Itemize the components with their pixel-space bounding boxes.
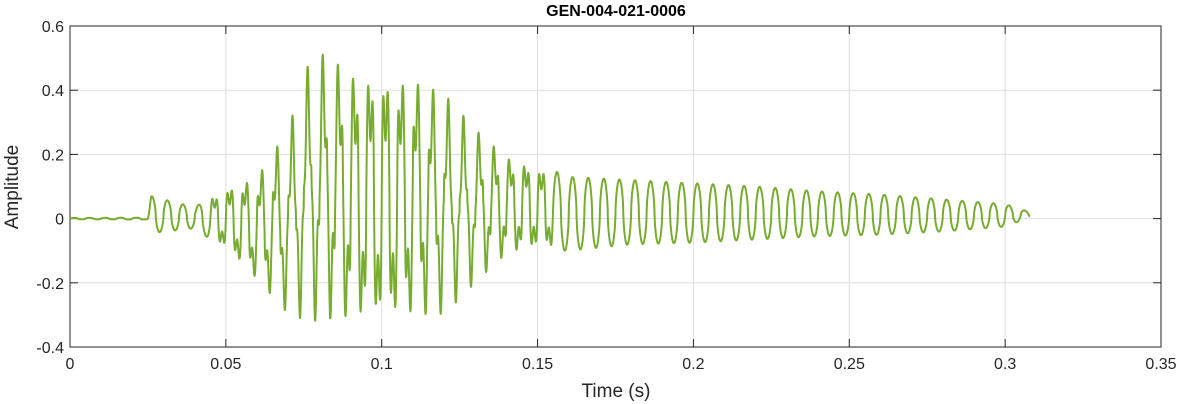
- y-tick-label: -0.4: [36, 340, 64, 357]
- x-tick-label: 0.3: [994, 356, 1016, 373]
- x-tick-label: 0.2: [682, 356, 704, 373]
- x-tick-label: 0.05: [210, 356, 241, 373]
- y-tick-label: 0.2: [42, 147, 64, 164]
- waveform-series-line: [69, 53, 1031, 322]
- y-axis-label: Amplitude: [2, 145, 23, 230]
- grid-lines: [69, 25, 1162, 348]
- x-tick-label: 0: [66, 356, 75, 373]
- y-tick-label: 0.6: [42, 19, 64, 36]
- x-axis-label: Time (s): [582, 381, 651, 402]
- x-tick-label: 0.25: [834, 356, 865, 373]
- x-tick-label: 0.1: [371, 356, 393, 373]
- axes-frame: [69, 25, 1162, 348]
- x-tick-label: 0.15: [522, 356, 553, 373]
- y-tick-label: 0.4: [42, 83, 64, 100]
- x-tick-label: 0.35: [1145, 356, 1176, 373]
- y-tick-label: 0: [55, 212, 64, 229]
- chart-title: GEN-004-021-0006: [546, 3, 686, 20]
- plot-area: [69, 53, 1031, 322]
- y-tick-label: -0.2: [36, 276, 64, 293]
- axis-ticks: 0 0.05 0.1 0.15 0.2 0.25 0.3 0.35 -0.4 -0.2 0 0.2 0.…: [36, 19, 1176, 373]
